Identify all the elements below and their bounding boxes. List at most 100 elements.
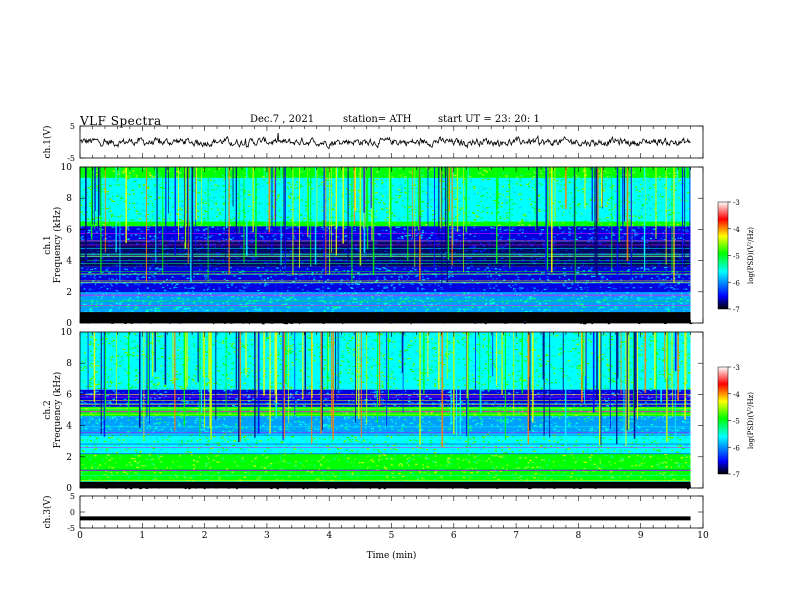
spectrum-noise <box>504 264 508 266</box>
spectrum-noise <box>81 195 84 197</box>
spectrum-noise <box>130 182 132 184</box>
spectrum-noise <box>220 235 224 237</box>
spectrum-noise <box>540 176 543 179</box>
spectrum-noise <box>403 173 405 175</box>
spectrum-noise <box>688 169 690 171</box>
spectrum-noise <box>125 283 127 285</box>
spectrum-noise <box>296 204 299 207</box>
spectrum-noise <box>214 246 216 248</box>
spectrum-noise <box>577 284 579 286</box>
spectrum-noise <box>167 229 170 231</box>
spectrum-noise <box>489 196 492 198</box>
spectrum-noise <box>127 284 129 286</box>
spectrum-noise <box>391 176 394 179</box>
spectrum-noise <box>81 170 83 172</box>
spectrum-noise <box>641 243 643 246</box>
spectrum-noise <box>504 172 506 174</box>
spectrum-noise <box>148 172 151 174</box>
spectrum-noise <box>374 221 377 223</box>
spectrum-noise <box>181 224 183 227</box>
spectrum-noise <box>395 190 398 192</box>
spectrum-noise <box>201 221 203 224</box>
spectrum-noise <box>676 246 679 248</box>
spectrum-noise <box>120 167 124 169</box>
spectrum-noise <box>461 258 463 260</box>
spectrum-noise <box>436 228 439 230</box>
spectrum-noise <box>163 215 167 217</box>
spectrum-noise <box>301 262 304 264</box>
spectrum-noise <box>96 210 99 212</box>
spectrum-noise <box>174 285 177 287</box>
spectrum-noise <box>440 184 442 187</box>
spectrum-noise <box>664 246 667 248</box>
spectrum-noise <box>176 213 179 215</box>
spectrum-noise <box>392 261 394 263</box>
spectrum-noise <box>191 290 195 292</box>
spectrum-noise <box>108 225 112 227</box>
spectrum-noise <box>303 217 306 220</box>
spectrum-noise <box>646 268 649 270</box>
spectrum-noise <box>510 229 512 231</box>
spectrum-noise <box>108 271 111 273</box>
spectrum-noise <box>575 174 578 177</box>
spectrum-noise <box>179 172 181 174</box>
spectrum-noise <box>640 249 642 251</box>
spectrum-noise <box>527 183 530 185</box>
spectrum-noise <box>154 272 157 274</box>
spectrum-noise <box>662 174 665 176</box>
spectrum-noise <box>267 252 269 254</box>
spectrum-noise <box>576 202 578 204</box>
spectrum-noise <box>658 176 661 178</box>
spectrum-noise <box>279 264 281 266</box>
spectrum-noise <box>642 227 645 229</box>
spectrum-noise <box>129 174 133 176</box>
spectrum-noise <box>481 194 484 197</box>
spectrum-noise <box>343 227 347 229</box>
spectrum-noise <box>507 184 510 186</box>
spectrum-noise <box>396 201 399 203</box>
spectrum-noise <box>286 186 289 188</box>
spectrum-noise <box>248 241 252 244</box>
spectrum-noise <box>433 199 437 201</box>
spectrum-noise <box>562 184 566 187</box>
spectrum-noise <box>170 249 173 251</box>
spectrum-noise <box>622 236 624 238</box>
spectrum-noise <box>126 226 130 228</box>
spectrum-noise <box>357 196 360 198</box>
spectrum-noise <box>676 212 678 214</box>
spectrum-noise <box>123 173 126 175</box>
spectrum-noise <box>296 177 299 179</box>
spectrum-noise <box>559 275 562 277</box>
spectrum-noise <box>208 236 211 238</box>
spectrum-noise <box>299 184 302 186</box>
spectrum-noise <box>674 172 678 174</box>
spectrum-noise <box>424 231 427 233</box>
spectrum-noise <box>222 186 225 188</box>
spectrum-noise <box>302 277 306 280</box>
spectrum-noise <box>341 195 344 197</box>
spectrum-noise <box>672 233 674 235</box>
spectrum-noise <box>263 241 267 243</box>
spectrum-noise <box>583 172 585 174</box>
spectrum-noise <box>307 249 309 251</box>
spectrum-noise <box>290 241 294 244</box>
spectrum-noise <box>375 192 378 194</box>
spectrum-noise <box>288 255 291 257</box>
spectrum-noise <box>599 257 603 259</box>
spectrum-noise <box>642 239 645 241</box>
spectrum-noise <box>420 199 422 202</box>
spectrum-noise <box>653 234 655 236</box>
spectrum-noise <box>143 237 145 239</box>
spectrum-noise <box>172 290 176 292</box>
spectrum-noise <box>397 188 399 190</box>
spectrum-noise <box>479 185 482 187</box>
spectrum-noise <box>647 198 651 200</box>
spectrum-noise <box>505 217 509 219</box>
spectrum-noise <box>403 216 405 218</box>
spectrum-noise <box>458 261 461 263</box>
spectrum-noise <box>669 223 672 225</box>
spectrum-noise <box>153 225 156 227</box>
spectrum-noise <box>642 180 644 182</box>
spectrum-noise <box>646 173 649 175</box>
spectrum-noise <box>482 169 486 171</box>
